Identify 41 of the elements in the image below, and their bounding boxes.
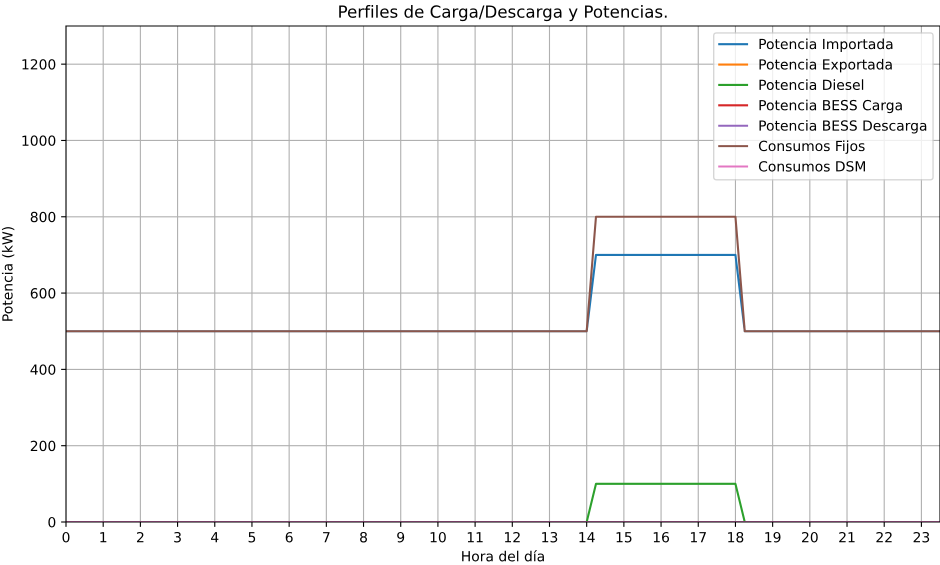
x-tick-label: 3 xyxy=(174,532,181,542)
x-axis-title: Hora del día xyxy=(462,550,544,562)
x-tick-label: 19 xyxy=(765,532,780,542)
x-tick-label: 2 xyxy=(136,532,144,542)
x-tick-label: 0 xyxy=(62,532,70,542)
x-tick-label: 5 xyxy=(248,532,256,542)
x-tick-label: 22 xyxy=(876,532,892,542)
x-tick-label: 11 xyxy=(468,532,483,542)
x-tick-label: 23 xyxy=(914,532,930,542)
chart-title: Perfiles de Carga/Descarga y Potencias. xyxy=(339,5,667,22)
legend-label: Potencia BESS Carga xyxy=(760,100,902,114)
legend-label: Consumos DSM xyxy=(758,161,865,172)
legend-label: Potencia Importada xyxy=(760,38,892,52)
x-tick-label: 17 xyxy=(690,532,706,542)
x-tick-label: 7 xyxy=(323,532,330,542)
y-tick-label: 200 xyxy=(30,440,56,452)
x-tick-label: 18 xyxy=(728,532,744,542)
x-tick-label: 6 xyxy=(286,532,293,542)
legend-label: Consumos Fijos xyxy=(758,140,865,154)
x-tick-label: 13 xyxy=(542,532,558,542)
x-tick-label: 10 xyxy=(430,532,446,542)
x-tick-label: 14 xyxy=(579,532,595,542)
x-tick-label: 12 xyxy=(504,532,520,542)
x-tick-label: 16 xyxy=(654,532,670,542)
x-tick-label: 15 xyxy=(616,532,632,542)
y-tick-label: 800 xyxy=(30,212,56,222)
x-tick-label: 8 xyxy=(360,532,367,542)
y-tick-label: 1200 xyxy=(22,59,56,70)
x-tick-label: 4 xyxy=(211,532,218,542)
y-tick-label: 0 xyxy=(48,516,56,528)
y-axis-title: Potencia (kW) xyxy=(2,227,14,321)
legend-label: Potencia BESS Descarga xyxy=(760,120,926,134)
x-tick-label: 21 xyxy=(839,532,855,542)
legend-label: Potencia Exportada xyxy=(760,58,892,72)
x-tick-label: 20 xyxy=(802,532,818,542)
y-tick-label: 400 xyxy=(30,364,56,375)
legend-label: Potencia Diesel xyxy=(760,79,864,90)
y-tick-label: 1000 xyxy=(22,135,56,146)
x-tick-label: 9 xyxy=(397,532,404,542)
y-tick-label: 600 xyxy=(30,288,56,299)
x-tick-label: 1 xyxy=(100,532,106,542)
